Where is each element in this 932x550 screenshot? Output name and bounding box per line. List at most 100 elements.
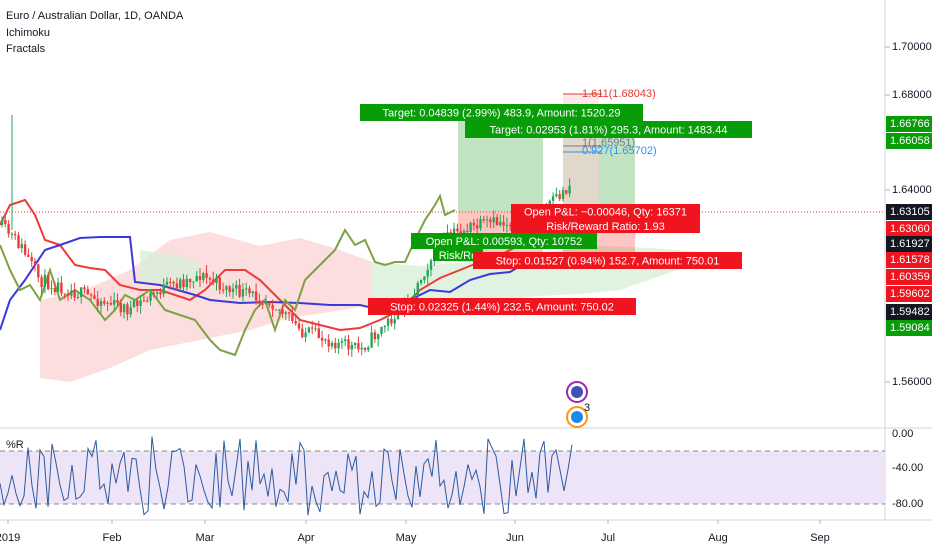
- candle-body: [99, 301, 103, 306]
- order-box[interactable]: [511, 204, 700, 219]
- price-marker-label: 1.59482: [890, 306, 930, 318]
- candle-body: [314, 328, 317, 330]
- candle-body: [192, 281, 195, 283]
- tenkan-line: [0, 236, 546, 331]
- candle-body: [350, 345, 353, 350]
- candle-body: [185, 278, 188, 288]
- candle-body: [499, 221, 502, 226]
- candle-body: [380, 326, 383, 334]
- candle-body: [17, 235, 20, 249]
- candle-body: [83, 287, 86, 290]
- fib-label: 1(1.65951): [582, 137, 635, 149]
- candle-body: [294, 321, 297, 324]
- candle-body: [66, 293, 70, 296]
- price-marker-label: 1.61927: [890, 238, 930, 250]
- candle-body: [205, 273, 208, 278]
- order-box[interactable]: [360, 104, 643, 121]
- order-text: Stop: 0.01527 (0.94%) 152.7, Amount: 750…: [496, 255, 720, 267]
- candle-body: [40, 277, 43, 287]
- order-box[interactable]: [511, 219, 700, 233]
- candle-body: [330, 342, 334, 347]
- candle-body: [426, 269, 429, 277]
- price-marker-label: 1.66058: [890, 135, 930, 147]
- candle-body: [0, 220, 4, 225]
- candle-body: [363, 347, 367, 350]
- candle-body: [344, 339, 347, 342]
- candle-body: [93, 295, 96, 299]
- candle-body: [198, 276, 202, 280]
- event-icon-inner: [571, 386, 583, 398]
- price-marker-label: 1.63105: [890, 206, 930, 218]
- candle-body: [360, 347, 363, 350]
- candle-body: [76, 296, 80, 298]
- order-text: Open P&L: −0.00046, Qty: 16371: [524, 206, 687, 218]
- order-box[interactable]: [473, 252, 742, 269]
- candle-body: [136, 300, 139, 306]
- candle-body: [30, 257, 33, 262]
- candle-body: [162, 284, 165, 295]
- candle-body: [179, 279, 182, 289]
- order-box[interactable]: [465, 121, 752, 138]
- candle-body: [324, 339, 327, 341]
- price-marker-label: 1.61578: [890, 254, 930, 266]
- time-label: Mar: [196, 532, 215, 544]
- price-marker: [886, 236, 932, 252]
- price-marker-label: 1.66766: [890, 118, 930, 130]
- price-label: 1.56000: [892, 376, 932, 388]
- candle-body: [274, 309, 278, 311]
- candle-body: [472, 222, 476, 226]
- event-count: 3: [584, 402, 590, 414]
- candle-body: [334, 342, 337, 349]
- order-box[interactable]: [368, 298, 636, 315]
- candle-body: [357, 343, 360, 350]
- order-text: Target: 0.02953 (1.81%) 295.3, Amount: 1…: [490, 124, 728, 136]
- price-marker: [886, 252, 932, 268]
- time-label: Aug: [708, 532, 728, 544]
- wr-band: [0, 451, 885, 504]
- candle-body: [479, 219, 482, 229]
- candle-body: [231, 288, 235, 293]
- fib-label: 0.927(1.65702): [582, 145, 657, 157]
- candle-body: [386, 318, 390, 326]
- candle-body: [551, 196, 555, 201]
- candle-body: [373, 332, 377, 340]
- candle-body: [423, 276, 426, 280]
- candle-body: [159, 292, 162, 295]
- wr-axis-label: -40.00: [892, 462, 923, 474]
- order-text: Open P&L: 0.00593, Qty: 10752: [426, 236, 583, 248]
- price-marker: [886, 133, 932, 149]
- candle-body: [73, 290, 76, 298]
- candle-body: [383, 325, 386, 327]
- symbol-title: Euro / Australian Dollar, 1D, OANDA: [6, 10, 184, 22]
- candle-body: [495, 217, 499, 226]
- candle-body: [291, 313, 294, 322]
- time-label: Sep: [810, 532, 830, 544]
- candle-body: [561, 190, 565, 199]
- candle-body: [548, 200, 551, 208]
- order-box[interactable]: [411, 233, 597, 249]
- candle-body: [489, 219, 492, 223]
- candle-body: [155, 292, 159, 294]
- price-label: 1.68000: [892, 89, 932, 101]
- candle-body: [172, 281, 175, 284]
- candle-body: [89, 294, 93, 296]
- price-marker-label: 1.59084: [890, 322, 930, 334]
- candle-body: [311, 327, 314, 329]
- price-marker: [886, 116, 932, 132]
- candle-body: [235, 284, 238, 289]
- order-box[interactable]: [433, 249, 483, 261]
- candle-body: [63, 293, 66, 295]
- wr-axis-label: -80.00: [892, 498, 923, 510]
- order-text: Risk/Reward Ratio: 1.93: [546, 221, 665, 233]
- candle-body: [122, 304, 126, 313]
- price-marker: [886, 221, 932, 237]
- candle-body: [14, 233, 17, 236]
- candle-body: [27, 254, 30, 258]
- candle-body: [304, 332, 307, 338]
- candle-body: [146, 300, 149, 302]
- candle-body: [268, 301, 271, 306]
- candle-body: [23, 244, 27, 255]
- candle-body: [225, 286, 228, 290]
- candle-body: [182, 279, 185, 288]
- candle-body: [466, 230, 469, 233]
